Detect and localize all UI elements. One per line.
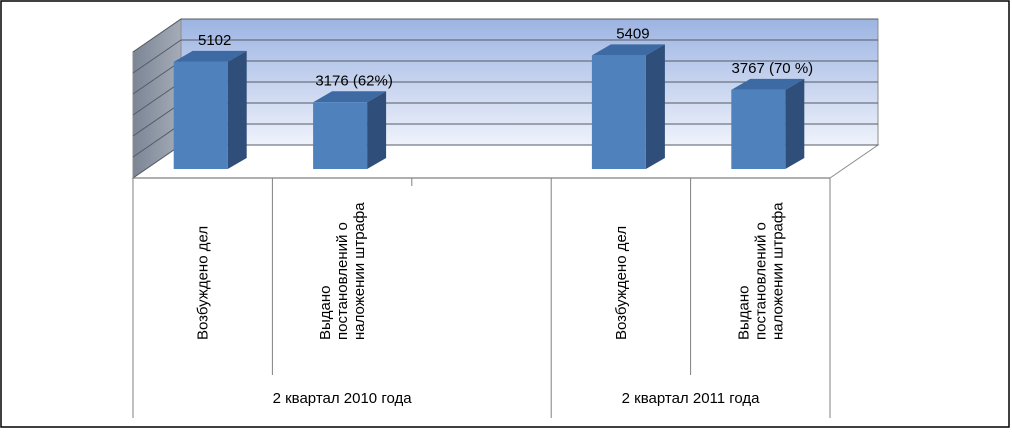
bar-top	[313, 91, 387, 103]
category-label: наложении штрафа	[769, 202, 786, 340]
data-label: 5102	[198, 32, 231, 49]
bar-side	[227, 50, 247, 169]
bar-top	[731, 78, 805, 90]
category-axis: Возбуждено дел Выдано постановлений о налож…	[132, 177, 831, 418]
bar	[591, 55, 646, 170]
category-label: Выдано	[735, 285, 752, 340]
group-label: 2 квартал 2011 года	[622, 390, 761, 407]
gridline-side	[132, 39, 182, 74]
data-label: 3176 (62%)	[315, 72, 393, 89]
category-label: постановлений о	[334, 222, 351, 340]
gridline-side	[132, 81, 182, 116]
data-labels: 5102 3176 (62%) 5409 3767 (70 %)	[198, 25, 813, 89]
bar-top	[173, 50, 247, 62]
bar-top	[591, 44, 665, 56]
category-label: постановлений о	[752, 222, 769, 340]
group-label: 2 квартал 2010 года	[273, 390, 413, 407]
category-label: наложении штрафа	[351, 202, 368, 340]
bar-side	[367, 91, 387, 169]
bar-side	[785, 78, 805, 169]
bar	[173, 61, 228, 169]
category-label: Выдано	[317, 285, 334, 340]
gridline-side	[132, 102, 182, 137]
category-label: Возбуждено дел	[613, 226, 630, 340]
data-label: 5409	[616, 25, 649, 42]
bar	[731, 89, 786, 169]
bar	[313, 102, 368, 169]
gridline-side	[132, 18, 182, 53]
category-label: Возбуждено дел	[195, 226, 212, 340]
bar-side	[645, 44, 665, 170]
bars	[173, 44, 805, 170]
gridline-side	[132, 60, 182, 95]
data-label: 3767 (70 %)	[731, 60, 813, 77]
gridline-side	[132, 123, 182, 158]
gridline-side	[132, 144, 182, 179]
